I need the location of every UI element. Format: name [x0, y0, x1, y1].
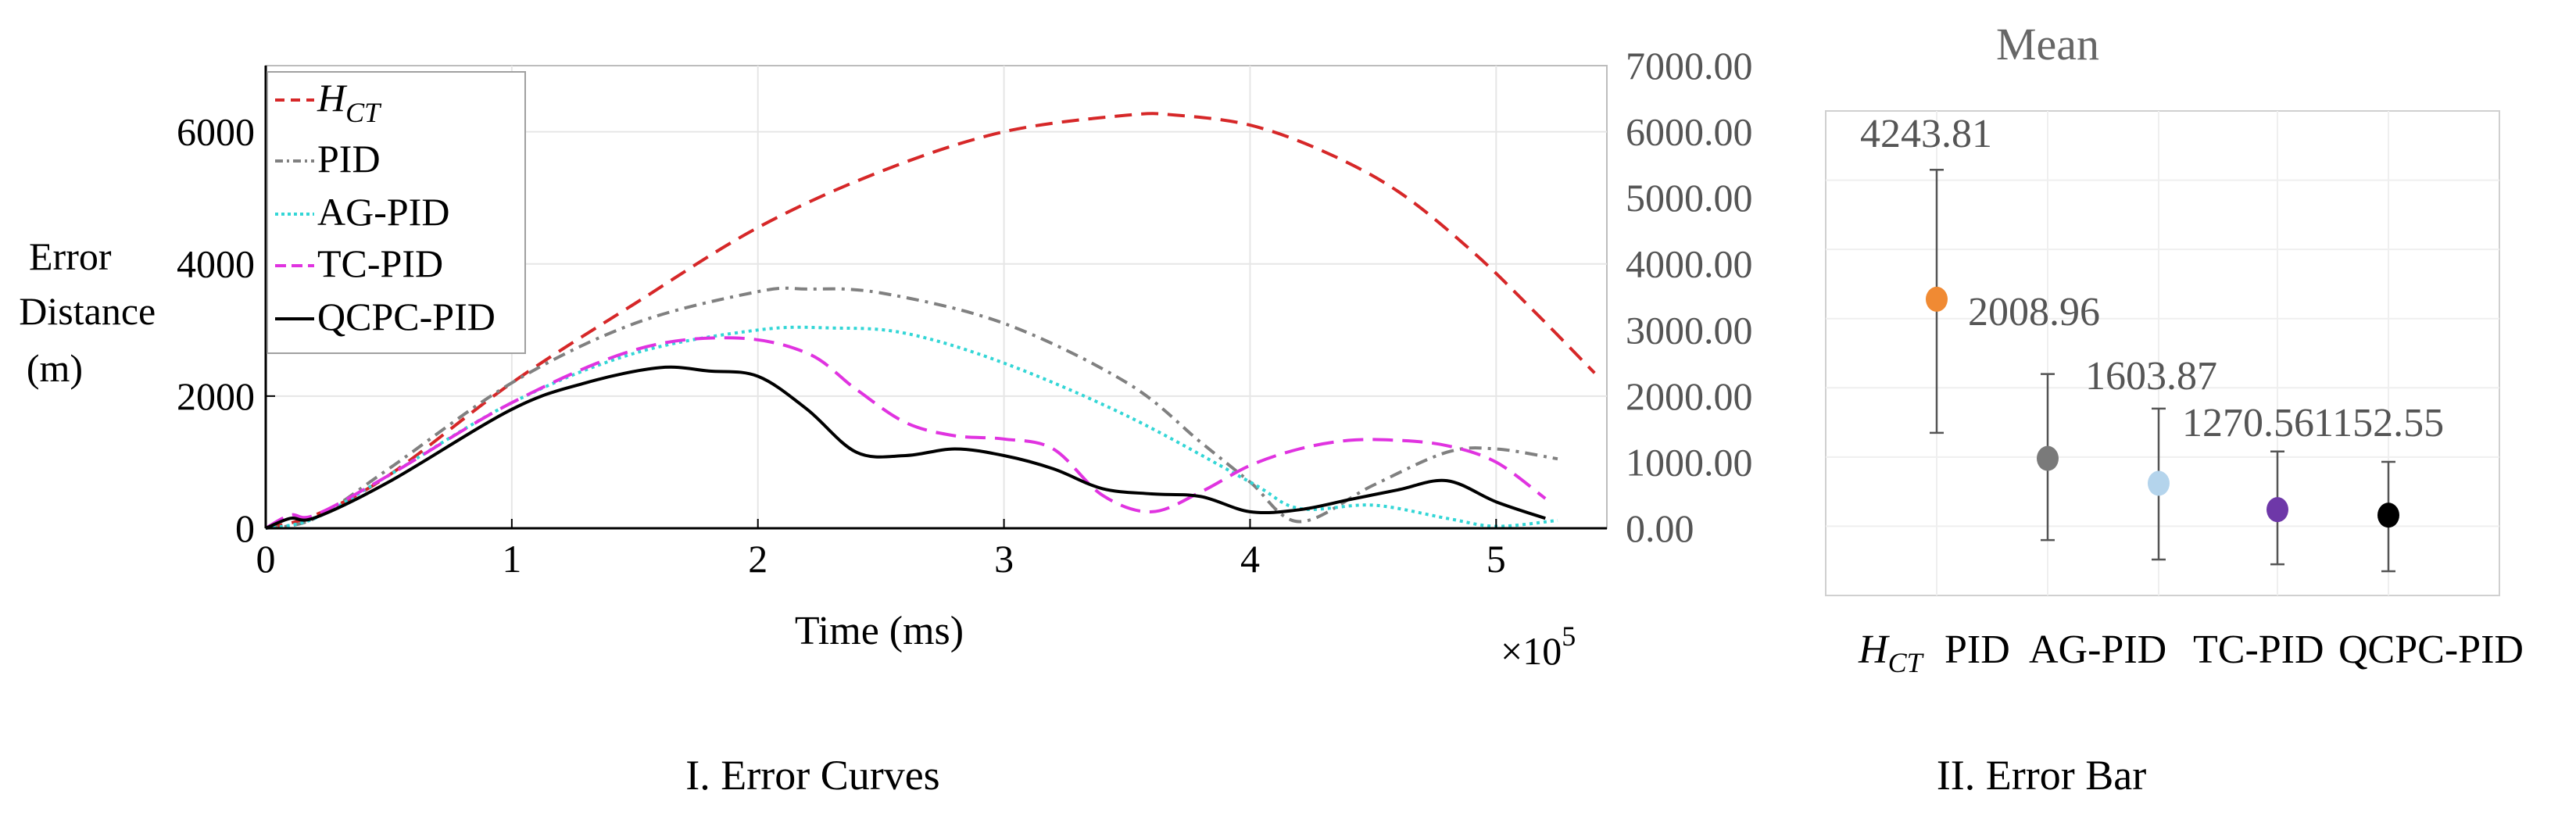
- line-chart-y-axis-label: Error Distance (m): [19, 234, 165, 390]
- line-chart-x-tick-labels: 0 1 2 3 4 5: [256, 537, 1506, 581]
- y-tick-label-right-7: 7000.00: [1626, 44, 1753, 88]
- legend-label-sub-0: CT: [345, 97, 382, 128]
- y-tick-label-right-4: 4000.00: [1626, 242, 1753, 286]
- y-tick-label-right-0: 0.00: [1626, 506, 1694, 550]
- y-tick-label-right-1: 1000.00: [1626, 440, 1753, 484]
- legend-label-2: AG-PID: [317, 190, 449, 234]
- y-axis-label-line-2: Distance: [19, 289, 156, 333]
- x-tick-label-4: 4: [1240, 537, 1260, 581]
- line-chart-series: [265, 112, 1596, 530]
- x-multiplier-base: ×10: [1501, 629, 1562, 673]
- mean-point-3: [2267, 497, 2288, 523]
- mean-point-4: [2377, 502, 2399, 528]
- series-line-qcpc-pid: [265, 365, 1546, 530]
- category-label-3: TC-PID: [2193, 628, 2324, 672]
- x-tick-label-1: 1: [502, 537, 521, 581]
- series-line-pid: [265, 286, 1558, 530]
- line-chart-x-axis-label: Time (ms): [795, 609, 964, 653]
- mean-value-label-2: 1603.87: [2085, 354, 2217, 399]
- legend-label-4: QCPC-PID: [317, 295, 496, 338]
- y-tick-label-right-3: 3000.00: [1626, 308, 1753, 352]
- line-chart-y-tick-labels-left: 0 2000 4000 6000: [177, 110, 255, 550]
- error-bar-category-labels: HCT PID AG-PID TC-PID QCPC-PID: [1858, 628, 2524, 678]
- x-multiplier-exponent: 5: [1562, 620, 1576, 652]
- line-chart-caption: I. Error Curves: [685, 752, 939, 799]
- mean-value-label-0: 4243.81: [1860, 112, 1992, 156]
- mean-point-0: [1926, 286, 1948, 312]
- mean-value-label-1: 2008.96: [1968, 290, 2100, 334]
- error-bar-plot-area: [1825, 110, 2500, 596]
- category-label-4: QCPC-PID: [2338, 628, 2524, 672]
- y-tick-label-right-5: 5000.00: [1626, 176, 1753, 220]
- category-label-1: PID: [1945, 628, 2010, 672]
- x-tick-label-2: 2: [748, 537, 767, 581]
- mean-point-1: [2037, 445, 2059, 471]
- category-label-0: HCT: [1858, 628, 1925, 678]
- legend-items: HCT PID AG-PID TC-PID QCPC-PID: [275, 76, 496, 338]
- category-label-main-0: H: [1858, 628, 1890, 672]
- line-chart-x-multiplier: ×105: [1501, 620, 1576, 673]
- legend-label-3: TC-PID: [317, 241, 443, 285]
- legend-label-main-0: H: [317, 76, 348, 120]
- y-tick-label-left-1: 2000: [177, 374, 255, 418]
- y-tick-label-right-6: 6000.00: [1626, 110, 1753, 154]
- y-axis-label-line-1: Error: [29, 234, 112, 278]
- error-bar-marks: [1926, 169, 2399, 573]
- x-tick-label-5: 5: [1487, 537, 1506, 581]
- x-tick-label-3: 3: [994, 537, 1014, 581]
- legend-label-0: HCT: [317, 76, 382, 128]
- y-axis-label-line-3: (m): [27, 346, 83, 390]
- mean-value-label-3: 1270.56: [2182, 401, 2314, 445]
- line-chart-legend: HCT PID AG-PID TC-PID QCPC-PID: [267, 71, 526, 354]
- line-chart-y-tick-labels-right: 0.00 1000.00 2000.00 3000.00 4000.00 5000.00 6…: [1626, 44, 1753, 550]
- legend-label-1: PID: [317, 137, 381, 181]
- series-line-h-ct: [265, 112, 1596, 530]
- y-tick-label-left-0: 0: [235, 506, 255, 550]
- mean-point-2: [2148, 470, 2170, 496]
- y-tick-label-left-2: 4000: [177, 242, 255, 286]
- error-bar-title: Mean: [1996, 19, 2099, 70]
- category-label-2: AG-PID: [2029, 628, 2166, 672]
- legend-box: [267, 71, 526, 354]
- y-tick-label-left-3: 6000: [177, 110, 255, 154]
- line-chart-panel: 0 1 2 3 4 5 0 2000 4000 6000 0.00 1000.00 2000.00 3…: [19, 44, 1752, 799]
- y-tick-label-right-2: 2000.00: [1626, 374, 1753, 418]
- error-bar-caption: II. Error Bar: [1937, 752, 2146, 799]
- series-line-tc-pid: [265, 336, 1547, 530]
- mean-value-label-4: 1152.55: [2313, 401, 2444, 445]
- category-label-sub-0: CT: [1888, 647, 1925, 678]
- x-tick-label-0: 0: [256, 537, 276, 581]
